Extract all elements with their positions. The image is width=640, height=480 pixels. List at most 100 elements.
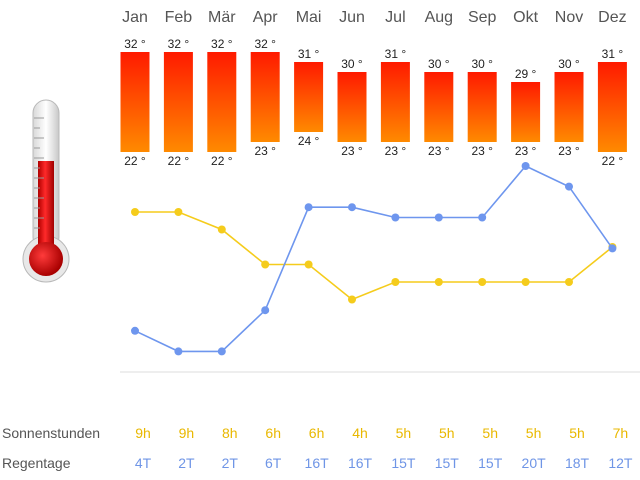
- sunshine-row-label: Sonnenstunden: [2, 425, 100, 441]
- max-temp-label: 32 °: [254, 37, 276, 51]
- min-temp-label: 23 °: [254, 144, 276, 158]
- min-temp-label: 23 °: [341, 144, 363, 158]
- month-label: Okt: [513, 9, 538, 26]
- rain-days-value: 2T: [178, 455, 195, 471]
- month-axis: Jan Feb Mär Apr Mai Jun Jul Aug Sep Okt Nov Dez: [122, 9, 627, 26]
- rain-days-value: 4T: [135, 455, 152, 471]
- max-temp-label: 30 °: [428, 57, 450, 71]
- month-label: Jan: [122, 9, 148, 26]
- temperature-bar: [380, 62, 410, 142]
- month-label: Nov: [555, 9, 583, 26]
- rain-days-point: [521, 162, 530, 170]
- sunshine-value: 5h: [482, 425, 498, 441]
- line-series: [131, 162, 617, 356]
- sunshine-point: [217, 225, 226, 234]
- sunshine-value: 5h: [439, 425, 455, 441]
- temperature-bar: [163, 52, 193, 152]
- rain-days-value: 15T: [435, 455, 460, 471]
- rain-days-value: 16T: [305, 455, 330, 471]
- temperature-bar: [424, 72, 454, 142]
- min-temp-label: 22 °: [602, 154, 624, 168]
- rain-days-point: [131, 326, 139, 335]
- month-label: Sep: [468, 9, 497, 26]
- temperature-bar: [207, 52, 237, 152]
- min-temp-label: 23 °: [385, 144, 407, 158]
- max-temp-label: 30 °: [471, 57, 493, 71]
- month-label: Jul: [385, 9, 405, 26]
- sunshine-point: [131, 208, 139, 216]
- max-temp-label: 32 °: [168, 37, 190, 51]
- min-temp-label: 22 °: [124, 154, 146, 168]
- temperature-bar: [467, 72, 497, 142]
- sunshine-value: 5h: [526, 425, 542, 441]
- sunshine-point: [434, 278, 443, 286]
- rain-days-point: [478, 213, 487, 222]
- temperature-bar: [294, 62, 324, 132]
- month-label: Mai: [296, 9, 322, 26]
- rain-days-point: [217, 347, 226, 356]
- min-temp-label: 22 °: [168, 154, 190, 168]
- sunshine-point: [565, 278, 573, 286]
- row-values: 9h 9h 8h 6h 6h 4h 5h 5h 5h 5h 5h 7h 4T 2T 2T 6T 16T 16T 15…: [135, 425, 633, 471]
- min-temp-label: 24 °: [298, 134, 320, 148]
- sunshine-value: 5h: [396, 425, 412, 441]
- rain-days-point: [304, 203, 313, 212]
- max-temp-label: 29 °: [515, 67, 537, 81]
- rain-days-value: 18T: [565, 455, 590, 471]
- min-temp-label: 23 °: [558, 144, 580, 158]
- rain-days-value: 6T: [265, 455, 282, 471]
- sunshine-point: [174, 208, 183, 216]
- min-temp-label: 23 °: [515, 144, 537, 158]
- rain-days-point: [565, 182, 573, 191]
- rain-days-point: [174, 347, 183, 356]
- sunshine-value: 9h: [135, 425, 151, 441]
- temperature-bar: [554, 72, 584, 142]
- max-temp-label: 32 °: [124, 37, 146, 51]
- min-temp-label: 23 °: [428, 144, 450, 158]
- month-label: Mär: [208, 9, 236, 26]
- sunshine-value: 8h: [222, 425, 238, 441]
- month-label: Jun: [339, 9, 365, 26]
- max-temp-label: 31 °: [385, 47, 407, 61]
- min-temp-label: 22 °: [211, 154, 233, 168]
- sunshine-value: 7h: [613, 425, 629, 441]
- max-temp-label: 31 °: [602, 47, 624, 61]
- sunshine-value: 9h: [179, 425, 195, 441]
- temperature-bars: 32 ° 22 ° 32 ° 22 ° 32 ° 22 ° 32 ° 23 ° 31 ° 24 °…: [120, 37, 627, 168]
- min-temp-label: 23 °: [471, 144, 493, 158]
- sunshine-point: [348, 295, 356, 304]
- max-temp-label: 30 °: [558, 57, 580, 71]
- max-temp-label: 30 °: [341, 57, 363, 71]
- rain-days-point: [348, 203, 356, 212]
- rain-days-value: 20T: [522, 455, 547, 471]
- sunshine-value: 5h: [569, 425, 585, 441]
- thermometer-icon: [22, 99, 70, 283]
- rain-days-value: 15T: [391, 455, 416, 471]
- month-label: Feb: [165, 9, 193, 26]
- month-label: Apr: [253, 9, 279, 26]
- sunshine-line: [135, 211, 613, 301]
- rain-days-value: 2T: [222, 455, 239, 471]
- sunshine-point: [304, 260, 313, 269]
- rain-days-point: [434, 213, 443, 222]
- sunshine-value: 4h: [352, 425, 368, 441]
- rain-days-point: [391, 213, 400, 222]
- rain-days-point: [261, 306, 270, 315]
- sunshine-value: 6h: [309, 425, 325, 441]
- sunshine-point: [521, 278, 530, 286]
- sunshine-point: [478, 278, 487, 286]
- rain-days-line: [134, 165, 614, 353]
- rain-days-point: [608, 244, 617, 253]
- max-temp-label: 32 °: [211, 37, 233, 51]
- rain-days-value: 16T: [348, 455, 373, 471]
- month-label: Dez: [598, 9, 626, 26]
- rain-days-value: 12T: [608, 455, 633, 471]
- sunshine-point: [391, 278, 400, 286]
- sunshine-point: [261, 260, 270, 269]
- temperature-bar: [511, 82, 541, 142]
- temperature-bar: [250, 52, 280, 142]
- temperature-bar: [337, 72, 367, 142]
- max-temp-label: 31 °: [298, 47, 320, 61]
- month-label: Aug: [425, 9, 453, 26]
